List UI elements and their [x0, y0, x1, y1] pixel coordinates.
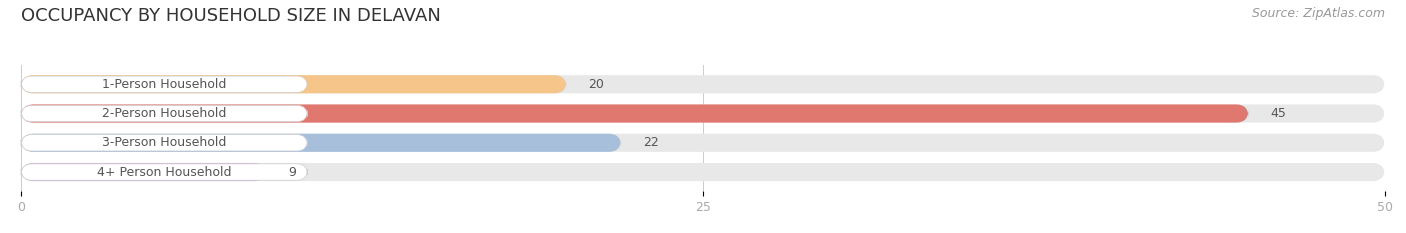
Text: 9: 9 [288, 165, 297, 178]
Text: 3-Person Household: 3-Person Household [103, 136, 226, 149]
Text: 2-Person Household: 2-Person Household [103, 107, 226, 120]
FancyBboxPatch shape [21, 76, 308, 93]
Text: 20: 20 [589, 78, 605, 91]
Text: 1-Person Household: 1-Person Household [103, 78, 226, 91]
FancyBboxPatch shape [21, 135, 308, 151]
Text: Source: ZipAtlas.com: Source: ZipAtlas.com [1251, 7, 1385, 20]
FancyBboxPatch shape [21, 105, 308, 122]
FancyBboxPatch shape [21, 104, 1385, 123]
Text: 45: 45 [1271, 107, 1286, 120]
FancyBboxPatch shape [21, 163, 1385, 181]
Text: OCCUPANCY BY HOUSEHOLD SIZE IN DELAVAN: OCCUPANCY BY HOUSEHOLD SIZE IN DELAVAN [21, 7, 441, 25]
FancyBboxPatch shape [21, 75, 567, 93]
FancyBboxPatch shape [21, 134, 1385, 152]
FancyBboxPatch shape [21, 75, 1385, 93]
FancyBboxPatch shape [21, 134, 621, 152]
FancyBboxPatch shape [21, 163, 267, 181]
FancyBboxPatch shape [21, 104, 1249, 123]
FancyBboxPatch shape [21, 164, 308, 180]
Text: 22: 22 [643, 136, 659, 149]
Text: 4+ Person Household: 4+ Person Household [97, 165, 232, 178]
